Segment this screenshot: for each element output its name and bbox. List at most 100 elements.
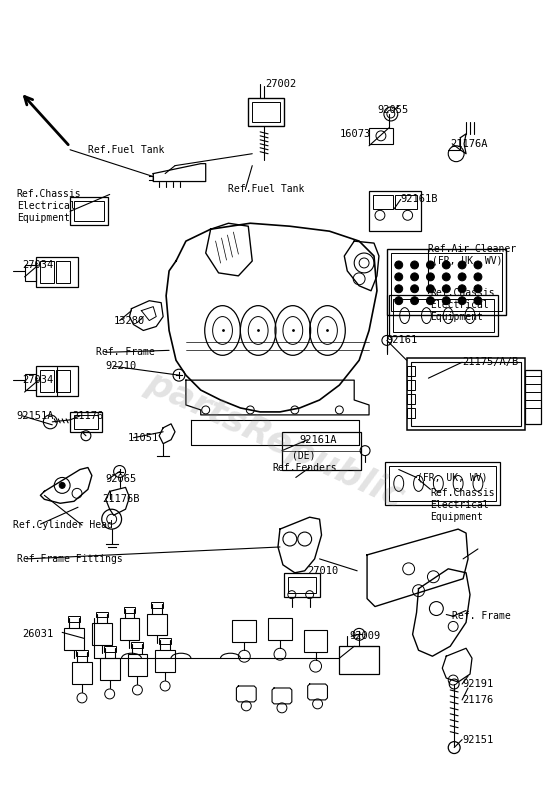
Circle shape [474, 261, 482, 269]
Bar [25, 265, 36, 281]
Text: 21176A: 21176A [450, 138, 488, 149]
Text: 92210: 92210 [106, 362, 137, 371]
Bar [282, 432, 361, 470]
Bar [76, 650, 88, 656]
Circle shape [410, 273, 419, 281]
Circle shape [410, 297, 419, 305]
Bar [147, 614, 167, 635]
Bar [92, 623, 112, 646]
Bar [40, 261, 54, 283]
Circle shape [426, 273, 434, 281]
Bar [36, 366, 78, 396]
Text: partsRepublic: partsRepublic [141, 365, 409, 514]
Bar [233, 621, 256, 642]
Text: Equipment: Equipment [430, 311, 483, 322]
Circle shape [458, 261, 466, 269]
Circle shape [410, 285, 419, 293]
Bar [70, 412, 102, 432]
Circle shape [474, 297, 482, 305]
Bar [304, 630, 327, 652]
Text: 92055: 92055 [377, 105, 408, 115]
Text: 92151: 92151 [462, 734, 493, 745]
Bar [100, 658, 120, 680]
Bar [389, 294, 498, 337]
Bar [74, 202, 104, 222]
Text: Ref.Frame Fittings: Ref.Frame Fittings [17, 554, 122, 564]
Circle shape [395, 261, 403, 269]
Text: Ref.Chassis: Ref.Chassis [430, 488, 495, 498]
Text: 27010: 27010 [307, 566, 339, 576]
Bar [407, 380, 414, 390]
Circle shape [410, 261, 419, 269]
Text: Ref.Fuel Tank: Ref.Fuel Tank [229, 185, 305, 194]
Bar [410, 362, 521, 426]
Bar [96, 611, 107, 618]
Text: 27034: 27034 [23, 260, 54, 270]
Bar [407, 366, 414, 376]
Circle shape [395, 273, 403, 281]
Text: 21175/A/B: 21175/A/B [462, 358, 518, 367]
Bar [385, 462, 500, 506]
Bar [526, 370, 541, 424]
Text: (FR, UK, WV): (FR, UK, WV) [417, 473, 487, 482]
Circle shape [426, 261, 434, 269]
Bar [72, 662, 92, 684]
Text: Ref.Air Cleaner: Ref.Air Cleaner [429, 244, 517, 254]
Circle shape [442, 261, 450, 269]
Bar [407, 394, 414, 404]
Bar [373, 195, 393, 210]
Text: Electrical: Electrical [17, 202, 75, 211]
Bar [288, 577, 316, 593]
Text: Equipment: Equipment [17, 214, 69, 223]
Text: 92191: 92191 [462, 679, 493, 689]
Text: 92161B: 92161B [401, 194, 438, 205]
Text: 27034: 27034 [23, 375, 54, 385]
Text: Electrical: Electrical [430, 500, 489, 510]
Circle shape [458, 273, 466, 281]
Bar [389, 466, 496, 502]
Text: Ref. Frame: Ref. Frame [452, 611, 511, 622]
Text: 21176: 21176 [72, 411, 104, 421]
Bar [40, 370, 54, 392]
Text: Ref.Fuel Tank: Ref.Fuel Tank [88, 145, 164, 154]
Text: Electrical: Electrical [430, 300, 489, 310]
Bar [369, 128, 393, 144]
Text: Ref.Chassis: Ref.Chassis [17, 190, 81, 199]
Bar [56, 261, 70, 283]
Bar [268, 618, 292, 640]
Circle shape [442, 285, 450, 293]
Bar [74, 415, 98, 429]
Bar [68, 617, 80, 622]
Text: 92161: 92161 [387, 335, 418, 346]
Bar [104, 646, 116, 652]
Circle shape [426, 285, 434, 293]
Text: 92151A: 92151A [17, 411, 54, 421]
Bar [155, 650, 175, 672]
Bar [56, 370, 70, 392]
Circle shape [395, 285, 403, 293]
Text: 26031: 26031 [23, 630, 54, 639]
Bar [36, 257, 78, 286]
Bar [64, 629, 84, 650]
Text: 92009: 92009 [349, 631, 381, 642]
Bar [391, 253, 502, 310]
Circle shape [458, 297, 466, 305]
Text: (DE): (DE) [292, 450, 315, 461]
Bar [369, 191, 420, 231]
Text: Ref.Chassis: Ref.Chassis [430, 288, 495, 298]
Text: Ref.Cylinder Head: Ref.Cylinder Head [13, 520, 112, 530]
Bar [387, 249, 506, 314]
Bar [407, 358, 526, 430]
Text: Ref.Fenders: Ref.Fenders [272, 462, 337, 473]
Circle shape [474, 273, 482, 281]
Bar [132, 642, 143, 648]
Bar [120, 618, 139, 640]
Text: 92161A: 92161A [300, 434, 337, 445]
Text: 21176B: 21176B [102, 494, 139, 504]
Bar [339, 646, 379, 674]
Text: 16073: 16073 [339, 129, 371, 139]
Bar [407, 408, 414, 418]
Text: 27002: 27002 [265, 79, 296, 90]
Bar [127, 654, 147, 676]
Circle shape [458, 285, 466, 293]
